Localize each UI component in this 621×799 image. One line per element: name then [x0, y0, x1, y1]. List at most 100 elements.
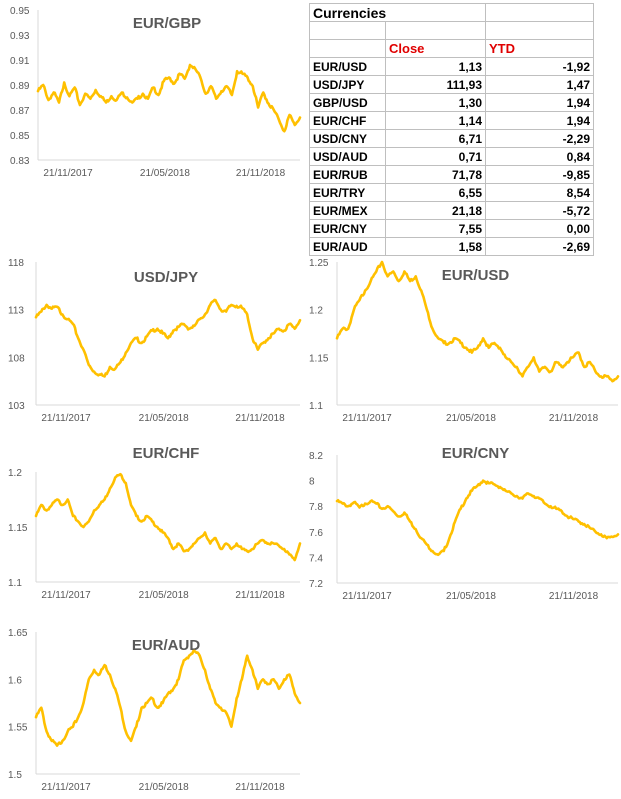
x-tick-label: 21/11/2018: [235, 590, 285, 601]
pair-name: EUR/MEX: [309, 201, 386, 220]
y-tick-label: 1.15: [8, 523, 28, 534]
x-tick-label: 21/11/2018: [549, 413, 599, 424]
y-tick-label: 0.83: [10, 156, 30, 167]
chart-title: EUR/CHF: [133, 445, 200, 462]
y-tick-label: 0.91: [10, 56, 30, 67]
x-tick-label: 21/11/2017: [342, 413, 392, 424]
y-tick-label: 1.2: [8, 468, 22, 479]
x-tick-label: 21/05/2018: [139, 413, 189, 424]
table-row: EUR/MEX 21,18 -5,72: [309, 201, 594, 220]
y-tick-label: 113: [8, 306, 24, 317]
table-row: GBP/USD 1,30 1,94: [309, 93, 594, 112]
chart-svg: 1.1 1.15 1.2 21/11/2017 21/05/2018 21/11/2018…: [8, 445, 302, 601]
x-tick-label: 21/11/2017: [342, 591, 392, 602]
ytd-value: -1,92: [485, 57, 594, 76]
series-line: [34, 298, 302, 378]
column-header-name: [309, 39, 386, 58]
column-header-ytd: YTD: [485, 39, 594, 58]
x-tick-label: 21/05/2018: [446, 591, 496, 602]
y-tick-label: 103: [8, 401, 25, 412]
x-tick-label: 21/05/2018: [139, 590, 189, 601]
pair-name: USD/AUD: [309, 147, 386, 166]
table-row: EUR/CHF 1,14 1,94: [309, 111, 594, 130]
chart-eur-gbp: 0.83 0.85 0.87 0.89 0.91 0.93 0.95 21/11/2017 21…: [0, 0, 305, 180]
chart-title: EUR/GBP: [133, 15, 201, 32]
close-value: 6,71: [385, 129, 486, 148]
ytd-value: -2,29: [485, 129, 594, 148]
y-tick-label: 1.65: [8, 628, 28, 639]
chart-svg: 0.83 0.85 0.87 0.89 0.91 0.93 0.95 21/11/2017 21…: [10, 6, 302, 179]
close-value: 0,71: [385, 147, 486, 166]
column-header-close: Close: [385, 39, 486, 58]
pair-name: USD/CNY: [309, 129, 386, 148]
series-line: [34, 649, 302, 747]
y-tick-label: 108: [8, 353, 25, 364]
table-spacer-row: [309, 21, 594, 40]
close-value: 21,18: [385, 201, 486, 220]
y-tick-label: 118: [8, 258, 24, 269]
table-row: EUR/RUB 71,78 -9,85: [309, 165, 594, 184]
close-value: 1,13: [385, 57, 486, 76]
table-title: Currencies: [309, 3, 486, 22]
table-row: USD/JPY 111,93 1,47: [309, 75, 594, 94]
y-tick-label: 1.55: [8, 723, 28, 734]
table-title-row: Currencies: [309, 3, 594, 22]
ytd-value: 1,47: [485, 75, 594, 94]
y-tick-label: 1.2: [309, 306, 323, 317]
x-tick-label: 21/11/2018: [235, 782, 285, 793]
table-row: EUR/AUD 1,58 -2,69: [309, 237, 594, 256]
chart-usd-jpy: 103 108 113 118 21/11/2017 21/05/2018 21/11/20…: [0, 250, 305, 430]
chart-eur-chf: 1.1 1.15 1.2 21/11/2017 21/05/2018 21/11/2018…: [0, 440, 305, 610]
close-value: 1,14: [385, 111, 486, 130]
table-row: EUR/USD 1,13 -1,92: [309, 57, 594, 76]
close-value: 71,78: [385, 165, 486, 184]
chart-title: EUR/USD: [442, 267, 510, 284]
series-line: [335, 479, 620, 557]
x-tick-label: 21/05/2018: [446, 413, 496, 424]
y-tick-label: 0.95: [10, 6, 30, 17]
pair-name: EUR/RUB: [309, 165, 386, 184]
table-empty-cell: [485, 21, 594, 40]
y-tick-label: 1.6: [8, 675, 22, 686]
x-tick-label: 21/11/2018: [236, 168, 286, 179]
table-title-empty-cell: [485, 3, 594, 22]
y-tick-label: 0.85: [10, 131, 30, 142]
table-empty-cell: [385, 21, 486, 40]
y-tick-label: 8: [309, 477, 315, 488]
pair-name: EUR/CHF: [309, 111, 386, 130]
x-tick-label: 21/05/2018: [140, 168, 190, 179]
table-empty-cell: [309, 21, 386, 40]
series-line: [34, 472, 302, 562]
y-tick-label: 7.2: [309, 579, 323, 590]
y-tick-label: 1.25: [309, 258, 329, 269]
y-tick-label: 7.8: [309, 502, 323, 513]
ytd-value: -9,85: [485, 165, 594, 184]
chart-svg: 103 108 113 118 21/11/2017 21/05/2018 21/11/20…: [8, 258, 302, 424]
y-tick-label: 0.87: [10, 106, 30, 117]
y-tick-label: 8.2: [309, 451, 323, 462]
close-value: 7,55: [385, 219, 486, 238]
currencies-table-grid: Currencies Close YTD EUR/USD 1,13 -1,92 USD…: [309, 3, 594, 256]
table-row: USD/CNY 6,71 -2,29: [309, 129, 594, 148]
ytd-value: 1,94: [485, 111, 594, 130]
ytd-value: -5,72: [485, 201, 594, 220]
table-row: EUR/TRY 6,55 8,54: [309, 183, 594, 202]
close-value: 6,55: [385, 183, 486, 202]
y-tick-label: 1.5: [8, 770, 22, 781]
pair-name: GBP/USD: [309, 93, 386, 112]
x-tick-label: 21/11/2018: [235, 413, 285, 424]
y-tick-label: 1.15: [309, 353, 329, 364]
y-tick-label: 0.89: [10, 81, 30, 92]
currencies-table: Currencies Close YTD EUR/USD 1,13 -1,92 USD…: [309, 3, 594, 256]
chart-eur-usd: 1.1 1.15 1.2 1.25 21/11/2017 21/05/2018 21/11/…: [305, 250, 621, 430]
pair-name: EUR/TRY: [309, 183, 386, 202]
table-row: EUR/CNY 7,55 0,00: [309, 219, 594, 238]
series-line: [36, 63, 302, 133]
table-header-row: Close YTD: [309, 39, 594, 58]
close-value: 1,30: [385, 93, 486, 112]
chart-svg: 7.2 7.4 7.6 7.8 8 8.2 21/11/2017 21/05/2018 21/1…: [309, 445, 620, 602]
ytd-value: 8,54: [485, 183, 594, 202]
chart-eur-aud: 1.5 1.55 1.6 1.65 21/11/2017 21/05/2018 21/11/…: [0, 620, 305, 799]
series-line: [335, 260, 620, 383]
pair-name: EUR/AUD: [309, 237, 386, 256]
